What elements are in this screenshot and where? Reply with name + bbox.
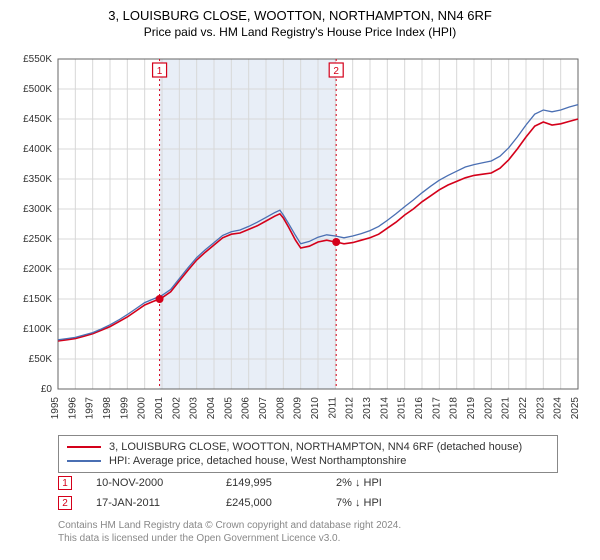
svg-text:1: 1 [157,66,163,77]
svg-text:2014: 2014 [379,397,390,420]
svg-text:2011: 2011 [327,397,338,419]
svg-text:£450K: £450K [23,114,52,125]
svg-text:2012: 2012 [345,397,356,420]
svg-text:2025: 2025 [570,397,581,420]
chart-plot-area: £0 £50K £100K £150K £200K £250K £300K £350K £400… [10,49,590,429]
transaction-diff: 7% ↓ HPI [336,497,456,509]
transaction-date: 10-NOV-2000 [96,477,226,489]
transaction-date: 17-JAN-2011 [96,497,226,509]
svg-text:2013: 2013 [362,397,373,420]
svg-text:2: 2 [333,66,339,77]
svg-text:£50K: £50K [29,354,53,365]
svg-text:1996: 1996 [67,397,78,420]
legend-label-blue: HPI: Average price, detached house, West… [109,455,406,467]
svg-text:2019: 2019 [466,397,477,420]
svg-text:2001: 2001 [154,397,165,420]
svg-text:£0: £0 [41,384,53,395]
svg-text:£200K: £200K [23,264,52,275]
svg-text:£350K: £350K [23,174,52,185]
transaction-marker-icon: 1 [58,476,72,490]
svg-text:£300K: £300K [23,204,52,215]
svg-text:2003: 2003 [189,397,200,420]
chart-svg: £0 £50K £100K £150K £200K £250K £300K £350K £400… [10,49,590,429]
svg-text:2008: 2008 [275,397,286,420]
footer-line-2: This data is licensed under the Open Gov… [58,532,590,545]
legend-swatch-red [67,446,101,448]
legend-label-red: 3, LOUISBURG CLOSE, WOOTTON, NORTHAMPTON… [109,441,522,453]
svg-text:2004: 2004 [206,397,217,420]
svg-text:£550K: £550K [23,54,52,65]
svg-text:2005: 2005 [223,397,234,420]
svg-text:2023: 2023 [535,397,546,420]
svg-text:£150K: £150K [23,294,52,305]
svg-text:£100K: £100K [23,324,52,335]
svg-text:2006: 2006 [241,397,252,420]
svg-text:1997: 1997 [85,397,96,420]
svg-text:2024: 2024 [553,397,564,420]
chart-subtitle: Price paid vs. HM Land Registry's House … [10,25,590,39]
legend-row-blue: HPI: Average price, detached house, West… [67,454,549,468]
legend-row-red: 3, LOUISBURG CLOSE, WOOTTON, NORTHAMPTON… [67,440,549,454]
chart-title: 3, LOUISBURG CLOSE, WOOTTON, NORTHAMPTON… [10,8,590,23]
transaction-row: 2 17-JAN-2011 £245,000 7% ↓ HPI [10,493,590,513]
svg-text:2007: 2007 [258,397,269,420]
svg-text:2018: 2018 [449,397,460,420]
transaction-price: £245,000 [226,497,336,509]
svg-text:2015: 2015 [397,397,408,420]
svg-text:2009: 2009 [293,397,304,420]
svg-text:£400K: £400K [23,144,52,155]
transaction-marker-icon: 2 [58,496,72,510]
transaction-diff: 2% ↓ HPI [336,477,456,489]
svg-text:2022: 2022 [518,397,529,420]
svg-text:2021: 2021 [501,397,512,420]
svg-text:1999: 1999 [119,397,130,420]
svg-text:2002: 2002 [171,397,182,420]
svg-text:2020: 2020 [483,397,494,420]
svg-text:2016: 2016 [414,397,425,420]
svg-text:£250K: £250K [23,234,52,245]
svg-text:1995: 1995 [50,397,61,420]
footer-text: Contains HM Land Registry data © Crown c… [10,513,590,545]
footer-line-1: Contains HM Land Registry data © Crown c… [58,519,590,532]
transaction-price: £149,995 [226,477,336,489]
svg-text:2000: 2000 [137,397,148,420]
svg-text:1998: 1998 [102,397,113,420]
transaction-row: 1 10-NOV-2000 £149,995 2% ↓ HPI [10,473,590,493]
chart-container: 3, LOUISBURG CLOSE, WOOTTON, NORTHAMPTON… [0,0,600,560]
legend-swatch-blue [67,460,101,462]
svg-text:2017: 2017 [431,397,442,420]
svg-text:2010: 2010 [310,397,321,420]
legend: 3, LOUISBURG CLOSE, WOOTTON, NORTHAMPTON… [58,435,558,473]
svg-text:£500K: £500K [23,84,52,95]
